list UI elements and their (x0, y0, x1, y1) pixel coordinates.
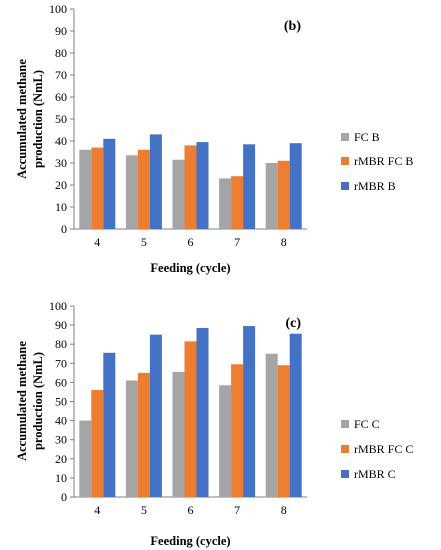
bar-fc-c-6 (172, 371, 185, 497)
legend-label: rMBR B (354, 179, 396, 193)
y-tick-label: 70 (55, 68, 67, 82)
y-tick-label: 30 (55, 156, 67, 170)
legend-swatch (341, 445, 349, 453)
y-axis-title: Accumulated methane production (NmL) (15, 59, 45, 179)
y-tick-label: 0 (61, 490, 67, 504)
bar-fc-c-8 (265, 353, 278, 497)
bar-rmbr-c-4 (103, 352, 116, 497)
bar-rmbr-b-5 (149, 134, 162, 229)
legend-label: FC B (354, 130, 380, 144)
y-tick-label: 80 (55, 337, 67, 351)
bar-fc-b-8 (265, 163, 278, 229)
bar-fc-c-5 (125, 380, 138, 497)
legend-swatch (341, 470, 349, 478)
legend-swatch (341, 157, 349, 165)
legend-label: FC C (354, 417, 380, 431)
x-tick-label: 6 (188, 235, 194, 249)
bar-rmbr-fc-c-8 (277, 365, 290, 497)
bar-rmbr-fc-b-7 (231, 176, 244, 229)
bar-fc-b-5 (125, 155, 138, 229)
x-tick-label: 4 (94, 235, 100, 249)
svg-text:production (NmL): production (NmL) (31, 70, 45, 168)
bar-rmbr-fc-b-8 (277, 160, 290, 229)
y-tick-label: 20 (55, 452, 67, 466)
bar-rmbr-c-6 (196, 327, 209, 497)
legend: FC C rMBR FC C rMBR C (341, 417, 413, 481)
panel-label: (c) (285, 316, 301, 331)
bar-fc-c-4 (79, 420, 92, 497)
x-axis-title: Feeding (cycle) (150, 534, 230, 548)
legend-label: rMBR FC C (354, 442, 413, 456)
bar-rmbr-c-8 (289, 333, 302, 497)
y-tick-label: 40 (55, 134, 67, 148)
x-tick-label: 4 (94, 503, 100, 517)
x-tick-label: 8 (281, 503, 287, 517)
legend-label: rMBR C (354, 467, 396, 481)
x-tick-label: 6 (188, 503, 194, 517)
bar-fc-b-7 (219, 178, 232, 229)
legend-swatch (341, 133, 349, 141)
x-tick-label: 7 (234, 235, 240, 249)
bar-fc-c-7 (219, 385, 232, 497)
bar-rmbr-b-4 (103, 138, 116, 229)
bar-rmbr-c-7 (243, 326, 256, 497)
x-axis-title: Feeding (cycle) (150, 261, 230, 275)
svg-text:Accumulated methane: Accumulated methane (15, 59, 29, 179)
panel-label: (b) (284, 19, 301, 34)
y-tick-label: 0 (61, 222, 67, 236)
legend-swatch (341, 182, 349, 190)
bar-fc-b-4 (79, 149, 92, 229)
y-axis-title: Accumulated methane production (NmL) (15, 341, 45, 461)
bar-rmbr-fc-b-6 (184, 145, 197, 229)
x-tick-label: 7 (234, 503, 240, 517)
x-tick-label: 5 (141, 503, 147, 517)
y-tick-label: 40 (55, 414, 67, 428)
y-tick-label: 50 (55, 395, 67, 409)
bar-rmbr-fc-c-7 (231, 364, 244, 497)
y-tick-label: 60 (55, 375, 67, 389)
y-tick-label: 50 (55, 112, 67, 126)
bar-rmbr-fc-c-6 (184, 341, 197, 497)
legend-swatch (341, 420, 349, 428)
bar-rmbr-fc-b-4 (91, 147, 104, 229)
bar-rmbr-b-8 (289, 143, 302, 229)
bar-fc-b-6 (172, 159, 185, 229)
bar-rmbr-fc-c-5 (137, 372, 150, 497)
y-tick-label: 100 (49, 299, 67, 313)
y-tick-label: 10 (55, 200, 67, 214)
y-tick-label: 70 (55, 356, 67, 370)
x-tick-label: 8 (281, 235, 287, 249)
bar-rmbr-fc-c-4 (91, 390, 104, 497)
y-tick-label: 80 (55, 46, 67, 60)
y-tick-label: 30 (55, 433, 67, 447)
y-tick-label: 90 (55, 24, 67, 38)
chart-panel-0: 0 10 20 30 40 50 60 70 80 90 100 4 5 6 7 8 (b) Feeding (c… (15, 2, 413, 275)
y-tick-label: 60 (55, 90, 67, 104)
bar-rmbr-fc-b-5 (137, 149, 150, 229)
y-tick-label: 100 (49, 2, 67, 16)
chart-panel-1: 0 10 20 30 40 50 60 70 80 90 100 4 5 6 7 8 (c) Feeding (c… (15, 299, 413, 548)
y-tick-label: 20 (55, 178, 67, 192)
legend: FC B rMBR FC B rMBR B (341, 130, 413, 193)
svg-text:Accumulated methane: Accumulated methane (15, 341, 29, 461)
svg-text:production (NmL): production (NmL) (31, 352, 45, 450)
bar-rmbr-b-6 (196, 142, 209, 229)
y-tick-label: 10 (55, 471, 67, 485)
y-tick-label: 90 (55, 318, 67, 332)
bar-rmbr-c-5 (149, 334, 162, 497)
x-tick-label: 5 (141, 235, 147, 249)
bar-rmbr-b-7 (243, 144, 256, 229)
legend-label: rMBR FC B (354, 154, 413, 168)
